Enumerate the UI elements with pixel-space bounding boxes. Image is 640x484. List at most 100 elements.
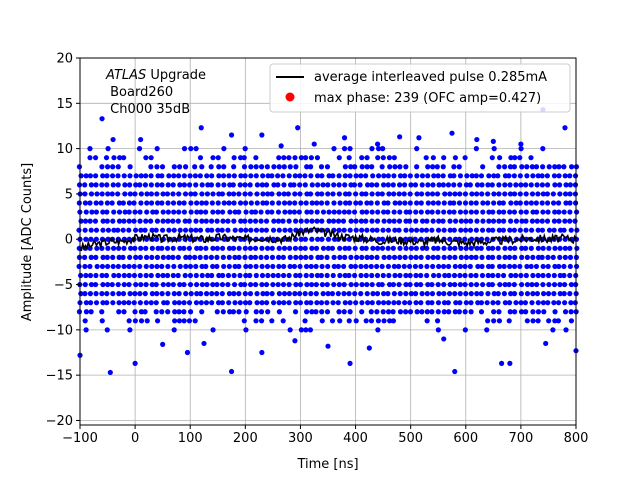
sample-point: [307, 191, 314, 197]
sample-point: [468, 200, 474, 206]
sample-point: [364, 254, 370, 260]
sample-point: [529, 218, 535, 224]
sample-point: [88, 309, 94, 315]
sample-point: [232, 209, 238, 215]
sample-point: [304, 300, 310, 306]
sample-point: [287, 227, 293, 233]
sample-point: [209, 291, 215, 297]
sample-point: [374, 272, 381, 279]
sample-point: [341, 209, 347, 215]
sample-point: [364, 227, 370, 233]
sample-point: [375, 209, 381, 215]
sample-point: [238, 173, 244, 179]
sample-point: [572, 191, 578, 197]
x-tick-label: −100: [62, 431, 98, 446]
sample-point: [451, 164, 457, 170]
sample-point: [475, 263, 481, 270]
sample-point: [551, 227, 557, 233]
sample-outlier-point: [132, 360, 138, 366]
sample-point: [567, 218, 573, 224]
sample-point: [447, 200, 453, 206]
sample-point: [304, 309, 310, 315]
sample-point: [407, 218, 413, 224]
sample-point: [403, 281, 409, 288]
sample-point: [291, 209, 298, 215]
sample-point: [302, 155, 309, 161]
sample-point: [199, 309, 205, 315]
sample-point: [568, 300, 574, 306]
sample-point: [83, 236, 89, 242]
sample-point: [468, 272, 474, 279]
sample-point: [502, 245, 508, 251]
sample-point: [540, 146, 546, 152]
sample-point: [183, 254, 189, 260]
sample-point: [430, 254, 436, 260]
y-tick-label: 10: [56, 142, 73, 157]
sample-point: [397, 209, 403, 215]
sample-point: [126, 300, 132, 306]
sample-point: [540, 191, 546, 197]
sample-point: [258, 218, 264, 224]
sample-point: [535, 272, 541, 279]
sample-point: [318, 300, 325, 306]
sample-point: [524, 263, 530, 270]
sample-point: [209, 300, 215, 306]
sample-point: [269, 245, 275, 251]
sample-point: [485, 291, 491, 297]
sample-point: [127, 191, 133, 197]
sample-point: [309, 245, 315, 251]
sample-point: [363, 318, 369, 324]
sample-point: [396, 191, 402, 197]
sample-point: [131, 300, 137, 306]
sample-point: [524, 291, 531, 297]
sample-point: [313, 263, 319, 270]
sample-point: [390, 245, 396, 251]
sample-point: [236, 245, 242, 251]
sample-point: [556, 209, 562, 215]
sample-point: [319, 191, 325, 197]
sample-point: [413, 254, 419, 260]
sample-point: [92, 218, 99, 224]
sample-point: [425, 191, 431, 197]
sample-point: [535, 173, 541, 179]
annotation: ATLAS Upgrade Board260 Ch000 35dB: [105, 68, 206, 117]
sample-point: [236, 291, 242, 297]
sample-point: [293, 300, 299, 306]
sample-point: [403, 309, 409, 315]
sample-point: [320, 245, 327, 251]
sample-point: [215, 209, 221, 215]
sample-point: [534, 281, 540, 288]
sample-point: [161, 300, 167, 306]
sample-point: [557, 281, 563, 288]
sample-point: [127, 291, 133, 297]
sample-point: [281, 155, 287, 161]
sample-point: [149, 263, 155, 270]
sample-point: [100, 300, 106, 306]
sample-point: [557, 291, 563, 297]
sample-point: [209, 272, 215, 279]
legend-marker-max-phase: [285, 92, 295, 102]
sample-point: [221, 182, 227, 188]
sample-point: [308, 281, 315, 288]
sample-point: [142, 309, 148, 315]
sample-point: [319, 309, 325, 315]
sample-point: [127, 254, 133, 260]
sample-point: [370, 173, 376, 179]
sample-point: [568, 236, 575, 242]
sample-point: [209, 200, 215, 206]
sample-point: [511, 227, 517, 233]
sample-point: [441, 245, 447, 251]
sample-point: [434, 164, 440, 170]
sample-point: [425, 281, 431, 288]
sample-outlier-point: [160, 341, 166, 347]
sample-point: [263, 182, 270, 188]
sample-point: [513, 272, 519, 279]
sample-point: [286, 300, 292, 306]
sample-point: [76, 254, 83, 260]
sample-point: [205, 182, 211, 188]
sample-point: [275, 218, 282, 224]
sample-point: [419, 182, 425, 188]
sample-point: [292, 191, 298, 197]
sample-point: [496, 227, 502, 233]
sample-point: [192, 318, 198, 324]
